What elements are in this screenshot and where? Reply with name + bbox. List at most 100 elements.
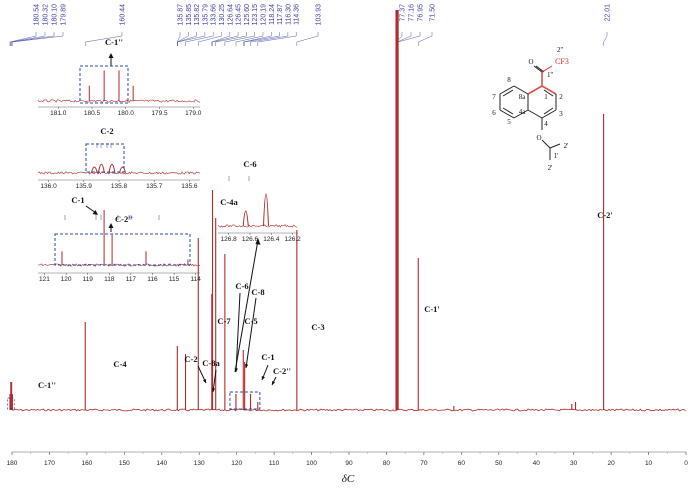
main-spectrum: C-1''C-4 C-2 C-8aC-7C-6C-8C-5C-1C-2''C-3C-… xyxy=(7,10,686,412)
inset-label-c1: C-1 xyxy=(71,195,84,205)
peak-list-label: 123.15 xyxy=(252,4,259,26)
peak-assignment-label: C-1'' xyxy=(38,380,56,390)
molecule-bond xyxy=(543,107,554,115)
inset-peak xyxy=(263,193,269,227)
molecule-atom-O: O xyxy=(528,58,533,66)
molecule-pos-8a: 8a xyxy=(519,93,527,101)
peak-list-label: 114.36 xyxy=(294,4,301,25)
molecule-pos-2p: 2' xyxy=(564,142,569,150)
peak-list-label: 120.19 xyxy=(261,4,268,26)
x-tick-label: 110 xyxy=(269,460,280,467)
peak-assignment-label: C-2'' xyxy=(273,366,291,376)
inset-tick-label: 135.9 xyxy=(76,183,93,190)
molecule-bond xyxy=(533,65,543,73)
insets: 181.0 180.5 180.0 179.5 179.0 136.0 135.9 135.8… xyxy=(37,37,301,283)
assignment-arrow xyxy=(245,297,257,369)
molecule-pos-1p: 1' xyxy=(554,152,559,160)
peak-label-connector xyxy=(603,32,608,46)
inset-tick-label: 121 xyxy=(39,276,50,283)
molecule-pos-4a: 4a xyxy=(519,108,527,116)
molecule-bond xyxy=(549,143,561,149)
main-zoom-box xyxy=(229,391,261,410)
inset-tick-label: 126.4 xyxy=(263,236,280,243)
peak-label-connector xyxy=(84,32,123,46)
inset-arrow xyxy=(234,239,259,373)
peak-list-label: 117.87 xyxy=(277,4,284,25)
inset-peak xyxy=(119,166,127,174)
inset-zoom-box xyxy=(85,143,125,173)
peak-list-label: 22.01 xyxy=(605,4,612,22)
peak-list-labels: 180.54 180.32 180.10 179.89 160.44 135.87 135.… xyxy=(9,4,612,46)
peak-list-label: 180.10 xyxy=(52,4,59,26)
inset-baseline xyxy=(217,224,298,228)
peak-label-connector xyxy=(177,32,206,46)
peak-list-label: 135.79 xyxy=(202,4,209,26)
peak-label-connector xyxy=(212,32,239,46)
peak-list-label: 116.30 xyxy=(285,4,292,25)
molecule-bond xyxy=(527,109,543,119)
peak-list-label: 133.66 xyxy=(211,4,218,26)
inset-tick-label: 118 xyxy=(104,276,115,283)
inset-tick-label: 120 xyxy=(61,276,72,283)
peak-list-label: 180.54 xyxy=(34,4,41,26)
molecule-bond xyxy=(499,85,515,95)
arrow-head xyxy=(108,53,114,58)
molecule-bond xyxy=(535,65,545,73)
inset-peak xyxy=(108,163,116,174)
inset-peak xyxy=(242,210,249,227)
inset-label-c2: C-2 xyxy=(100,126,113,136)
inset-tick-label: 136.0 xyxy=(40,183,57,190)
assignment-arrow xyxy=(235,292,241,373)
arrow-head xyxy=(244,364,249,368)
inset-tick-label: 181.0 xyxy=(50,110,67,117)
inset-zoom-box xyxy=(54,233,191,266)
arrow-head xyxy=(211,388,216,392)
peak-list-label: 103.93 xyxy=(316,4,323,26)
inset-tick-label: 135.8 xyxy=(111,183,128,190)
inset-peak xyxy=(90,166,98,174)
molecule-bond xyxy=(513,109,529,119)
peak-list-label: 179.89 xyxy=(61,4,68,26)
inset-label-c4a: C-4a xyxy=(220,197,238,207)
x-tick-label: 0 xyxy=(684,460,688,467)
inset-tick-label: 119 xyxy=(82,276,93,283)
inset-label-c6: C-6 xyxy=(243,159,256,169)
peak-label-connector xyxy=(418,32,433,46)
molecule-pos-2: 2 xyxy=(559,93,563,101)
peak-assignment-label: C-6 xyxy=(235,281,248,291)
inset-label-c1pp: C-1'' xyxy=(105,37,123,47)
peak-assignment-label: C-8a xyxy=(202,358,220,368)
peak-label-connector xyxy=(198,32,222,46)
x-tick-label: 10 xyxy=(645,460,653,467)
molecule-bond xyxy=(502,107,514,115)
x-tick-label: 170 xyxy=(44,460,55,467)
x-tick-label: 20 xyxy=(607,460,615,467)
assignment-arrow xyxy=(212,369,217,393)
inset-zoom-box xyxy=(79,65,129,104)
peak-assignment-label: C-1 xyxy=(261,352,274,362)
x-tick-label: 70 xyxy=(420,460,428,467)
peak-list-label: 135.87 xyxy=(178,4,185,26)
peak-label-connector xyxy=(215,32,247,46)
peak-assignment-label: C-2 xyxy=(184,354,197,364)
arrow-head xyxy=(92,210,98,215)
peak-label-connector xyxy=(211,32,231,46)
molecule-bond xyxy=(541,65,553,73)
molecule-bond xyxy=(513,85,529,95)
x-axis-label: δC xyxy=(342,473,355,485)
inset-tick-label: 115 xyxy=(169,276,180,283)
peak-list-label: 135.85 xyxy=(186,4,193,26)
peak-label-connector xyxy=(250,32,289,46)
x-tick-label: 60 xyxy=(458,460,466,467)
peak-assignment-label: C-3 xyxy=(311,322,324,332)
arrow-head xyxy=(255,238,261,245)
x-tick-label: 30 xyxy=(570,460,578,467)
peak-assignment-label: C-7 xyxy=(217,316,231,326)
peak-list-label: 130.25 xyxy=(219,4,226,26)
inset-tick-label: 126.6 xyxy=(242,236,259,243)
molecule-pos-1: 1 xyxy=(544,93,548,101)
arrow-head xyxy=(108,223,114,228)
x-tick-label: 90 xyxy=(345,460,353,467)
inset-tick-label: 135.6 xyxy=(181,183,198,190)
